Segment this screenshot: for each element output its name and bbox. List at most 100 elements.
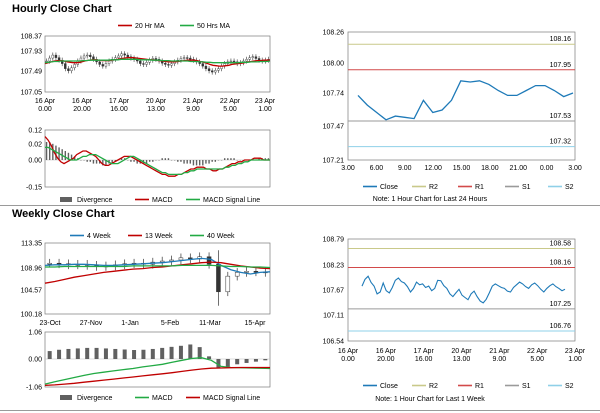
hourly-candle-body [57, 57, 61, 61]
weekly-level-label-r2: 108.58 [550, 241, 572, 248]
weekly-section-title: Weekly Close Chart [12, 208, 115, 220]
hourly-macd-ytick: 0.00 [28, 158, 42, 165]
hourly-candle-body [51, 54, 55, 59]
hourly-divergence-bar [145, 160, 148, 164]
hourly-candle-body [201, 63, 205, 67]
hourly-close-line [357, 80, 574, 121]
hourly-level-label-s2: 107.32 [550, 139, 572, 146]
weekly-signal-line [44, 366, 270, 387]
hourly-divergence-bar [189, 160, 192, 164]
hourly-signal-line [45, 146, 270, 176]
weekly-divergence-bar [66, 348, 71, 359]
weekly-price-ytick: 113.35 [21, 241, 42, 248]
hourly-close-legend-close-label: Close [380, 184, 398, 191]
hourly-candle-body [217, 68, 220, 71]
weekly-close-xtick: 22 Apr [527, 348, 548, 355]
hourly-candle-body [154, 58, 158, 60]
weekly-divergence-bar [263, 359, 268, 361]
hourly-divergence-bar [61, 149, 63, 160]
weekly-close-xtick: 21 Apr [489, 348, 510, 355]
hourly-candle-body [164, 62, 167, 65]
hourly-candle-body [98, 61, 101, 65]
hourly-macd-ytick: 0.12 [28, 128, 42, 135]
weekly-candle-body [253, 271, 259, 273]
weekly-candle-body [178, 257, 184, 261]
weekly-level-label-r1: 108.16 [550, 260, 572, 267]
weekly-divergence-bar [85, 347, 90, 359]
weekly-legend-divergence-label: Divergence [77, 395, 113, 402]
weekly-ma40-line [45, 264, 271, 269]
weekly-divergence-bar [178, 345, 183, 359]
hourly-divergence-bar [52, 143, 54, 160]
hourly-divergence-bar [180, 160, 182, 162]
weekly-close-line [361, 275, 566, 304]
hourly-candle-body [232, 60, 236, 63]
hourly-divergence-bar [227, 158, 229, 160]
hourly-divergence-bar [214, 160, 217, 162]
weekly-close-xtick: 23 Apr [565, 348, 586, 355]
hourly-close-xtick: 15.00 [453, 165, 471, 172]
hourly-divergence-bar [164, 158, 167, 160]
hourly-close-note: Note: 1 Hour Chart for Last 24 Hours [373, 196, 488, 203]
hourly-divergence-bar [64, 151, 67, 160]
hourly-divergence-bar [186, 160, 188, 164]
hourly-legend-divergence-swatch [60, 197, 72, 202]
hourly-candle-body [254, 56, 258, 59]
hourly-candle-body [82, 55, 86, 59]
weekly-level-label-s2: 106.76 [550, 323, 572, 330]
hourly-price-xtick: 20 Apr [146, 98, 167, 105]
hourly-price-xtick-time: 5.00 [223, 106, 237, 113]
hourly-divergence-bar [102, 160, 104, 166]
hourly-divergence-bar [120, 158, 123, 160]
weekly-divergence-bar [141, 349, 146, 359]
weekly-legend-13w-label: 13 Week [145, 233, 173, 240]
hourly-divergence-bar [198, 160, 201, 166]
weekly-divergence-bar [103, 348, 108, 359]
weekly-divergence-bar [197, 347, 202, 359]
weekly-close-xtick: 16 Apr [376, 348, 397, 355]
weekly-divergence-bar [57, 349, 62, 359]
hourly-macd-line [44, 136, 270, 177]
weekly-candle-body [234, 272, 240, 277]
hourly-candle-body [257, 58, 261, 61]
hourly-price-ytick: 107.05 [21, 90, 43, 97]
hourly-close-legend-r2-label: R2 [429, 184, 438, 191]
hourly-ma50-line [44, 58, 271, 64]
weekly-close-xtick: 20 Apr [451, 348, 472, 355]
weekly-price-frame [44, 242, 271, 315]
weekly-divergence-bar [169, 346, 174, 359]
hourly-candle-body [170, 63, 173, 66]
weekly-price-xtick: 1-Jan [121, 320, 139, 327]
hourly-divergence-bar [133, 160, 135, 162]
weekly-ma13-line [44, 261, 271, 284]
weekly-price-xtick: 15-Apr [244, 320, 266, 327]
weekly-candle-body [47, 262, 52, 265]
hourly-divergence-bar [92, 160, 95, 164]
hourly-macd-ytick: 0.02 [28, 142, 42, 149]
weekly-macd-frame [44, 331, 271, 388]
weekly-divergence-bar [94, 347, 99, 359]
hourly-candle-body [189, 57, 192, 60]
hourly-price-xtick-time: 13.00 [147, 106, 165, 113]
hourly-candle-body [139, 60, 142, 64]
hourly-divergence-bar [264, 158, 267, 160]
weekly-close-xtick-time: 16.00 [415, 356, 433, 363]
hourly-candle-body [185, 57, 189, 59]
weekly-candle-body [206, 256, 212, 265]
hourly-candle-body [214, 70, 217, 73]
hourly-candle-body [123, 53, 126, 56]
weekly-candle-body [188, 257, 193, 260]
weekly-legend-macd-label: MACD [152, 395, 173, 402]
hourly-price-xtick: 16 Apr [72, 98, 93, 105]
hourly-close-legend-s1-label: S1 [522, 184, 531, 191]
hourly-candle-body [182, 57, 186, 59]
hourly-legend-divergence-label: Divergence [77, 197, 113, 204]
hourly-divergence-bar [211, 160, 213, 162]
hourly-divergence-bar [55, 145, 57, 160]
weekly-divergence-bar [207, 356, 212, 359]
hourly-divergence-bar [192, 160, 195, 166]
hourly-candle-body [229, 60, 233, 63]
weekly-divergence-bar [150, 348, 155, 359]
weekly-close-ytick: 108.23 [323, 263, 345, 270]
hourly-close-ytick: 107.21 [323, 158, 345, 165]
